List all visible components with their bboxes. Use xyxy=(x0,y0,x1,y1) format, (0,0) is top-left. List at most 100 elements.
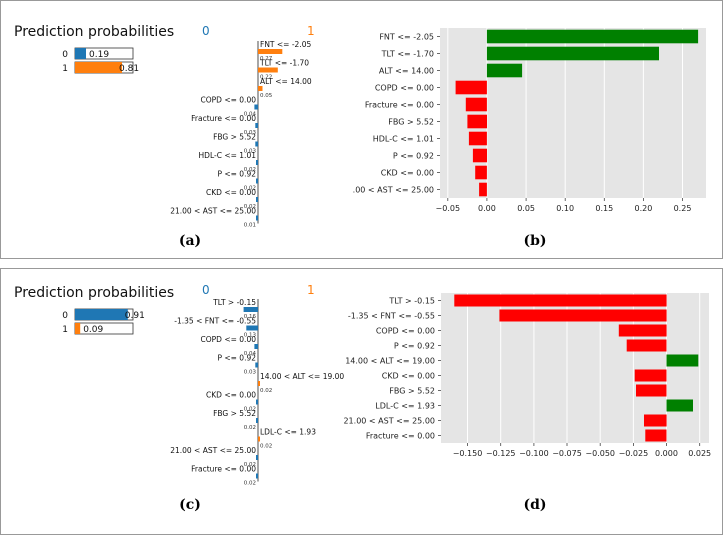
b-bar xyxy=(486,46,659,61)
d-y-tick-label: 21.00 < AST <= 25.00 xyxy=(343,417,435,426)
c-feature-label: COPD <= 0.00 xyxy=(201,335,257,344)
a-feature-weight: 0.04 xyxy=(244,112,257,118)
b-bar xyxy=(468,131,487,146)
d-y-tick-label: COPD <= 0.00 xyxy=(376,327,435,336)
c-feature-weight: 0.04 xyxy=(244,351,257,357)
c-feature-bar xyxy=(254,344,258,349)
b-bar xyxy=(465,97,487,112)
a-prob-title: Prediction probabilities xyxy=(14,24,174,40)
a-prob-value: 0.19 xyxy=(89,50,109,60)
a-feature-weight: 0.02 xyxy=(244,167,256,173)
a-feature-label: ALT <= 14.00 xyxy=(260,77,312,86)
b-bar xyxy=(472,148,487,163)
a-feature-label: Fracture <= 0.00 xyxy=(191,114,256,123)
c-feature-bar xyxy=(243,307,258,312)
a-header-class-1: 1 xyxy=(307,24,315,38)
a-prob-class-label: 1 xyxy=(62,64,68,74)
a-feature-weight: 0.03 xyxy=(244,130,257,136)
b-y-tick-label: COPD <= 0.00 xyxy=(375,84,434,93)
b-y-tick-label: HDL-C <= 1.01 xyxy=(373,135,434,144)
d-y-tick-label: P <= 0.92 xyxy=(394,342,435,351)
b-bar xyxy=(486,29,699,44)
a-feature-label: FNT <= -2.05 xyxy=(260,40,311,49)
a-feature-label: CKD <= 0.00 xyxy=(206,188,256,197)
a-prob-class-label: 0 xyxy=(62,50,68,60)
d-y-tick-label: Fracture <= 0.00 xyxy=(366,432,435,441)
c-feature-weight: 0.02 xyxy=(244,407,256,413)
d-bar xyxy=(499,309,667,322)
c-prob-bar xyxy=(75,323,81,334)
c-feature-label: CKD <= 0.00 xyxy=(206,391,256,400)
panel-label-c: (c) xyxy=(179,497,201,513)
a-feature-label: TLT <= -1.70 xyxy=(259,59,309,68)
d-y-tick-label: CKD <= 0.00 xyxy=(382,372,435,381)
d-y-tick-label: -1.35 < FNT <= -0.55 xyxy=(348,312,435,321)
b-bar xyxy=(479,182,487,197)
a-feature-bar xyxy=(258,49,283,54)
c-feature-weight: 0.03 xyxy=(244,370,257,376)
a-prob-value: 0.81 xyxy=(119,64,139,74)
b-x-tick-label: 0.15 xyxy=(595,204,613,213)
d-y-tick-label: TLT > -0.15 xyxy=(388,297,435,306)
d-bar xyxy=(634,369,667,382)
a-feature-label: 21.00 < AST <= 25.00 xyxy=(170,207,256,216)
d-bar xyxy=(636,384,667,397)
a-feature-weight: 0.03 xyxy=(244,149,257,155)
a-feature-bar xyxy=(258,67,278,73)
c-feature-bar xyxy=(258,381,260,386)
d-x-tick-label: 0.025 xyxy=(688,449,711,458)
d-x-tick-label: 0.000 xyxy=(655,449,678,458)
b-y-tick-label: P <= 0.92 xyxy=(393,152,434,161)
d-y-tick-label: 14.00 < ALT <= 19.00 xyxy=(345,357,435,366)
c-feature-bar xyxy=(255,362,258,368)
c-feature-weight: 0.02 xyxy=(244,481,256,487)
a-feature-bar xyxy=(256,197,258,202)
c-feature-weight: 0.16 xyxy=(244,314,257,320)
a-feature-label: COPD <= 0.00 xyxy=(201,96,257,105)
c-prob-class-label: 0 xyxy=(62,311,68,321)
c-feature-label: FBG > 5.52 xyxy=(213,409,256,418)
b-y-tick-label: FNT <= -2.05 xyxy=(379,33,434,42)
c-header-class-1: 1 xyxy=(307,283,315,297)
b-x-tick-label: 0.05 xyxy=(517,204,535,213)
c-feature-bar xyxy=(246,325,258,331)
a-feature-bar xyxy=(258,86,263,91)
b-y-tick-label: CKD <= 0.00 xyxy=(381,169,434,178)
a-feature-weight: 0.27 xyxy=(260,56,273,62)
c-feature-weight: 0.13 xyxy=(244,333,257,339)
a-feature-label: P <= 0.92 xyxy=(217,170,256,179)
d-x-tick-label: −0.100 xyxy=(519,449,549,458)
c-prob-value: 0.09 xyxy=(83,325,103,335)
c-prob-title: Prediction probabilities xyxy=(14,285,174,301)
b-y-tick-label: .00 < AST <= 25.00 xyxy=(353,186,434,195)
d-x-tick-label: −0.125 xyxy=(486,449,516,458)
d-x-tick-label: −0.150 xyxy=(453,449,483,458)
b-x-tick-label: 0.25 xyxy=(674,204,692,213)
a-feature-bar xyxy=(254,104,258,110)
c-feature-label: 14.00 < ALT <= 19.00 xyxy=(260,372,344,381)
d-x-tick-label: −0.075 xyxy=(552,449,582,458)
c-feature-label: LDL-C <= 1.93 xyxy=(260,428,316,437)
b-y-tick-label: Fracture <= 0.00 xyxy=(365,101,434,110)
c-feature-bar xyxy=(256,455,258,460)
c-feature-bar xyxy=(256,473,258,479)
c-header-class-0: 0 xyxy=(202,283,210,297)
c-feature-weight: 0.02 xyxy=(260,388,272,394)
a-feature-weight: 0.02 xyxy=(244,204,256,210)
c-feature-label: TLT > -0.15 xyxy=(212,298,256,307)
d-x-tick-label: −0.050 xyxy=(585,449,615,458)
c-feature-label: P <= 0.92 xyxy=(217,354,256,363)
a-header-class-0: 0 xyxy=(202,24,210,38)
b-bar xyxy=(467,114,487,129)
a-feature-bar xyxy=(255,141,258,147)
d-bar xyxy=(626,339,667,352)
d-bar xyxy=(645,429,667,442)
b-y-tick-label: ALT <= 14.00 xyxy=(379,67,434,76)
c-prob-bar xyxy=(75,309,128,320)
b-bar xyxy=(455,80,487,95)
d-bar xyxy=(644,414,667,427)
d-x-tick-label: −0.025 xyxy=(619,449,649,458)
a-feature-bar xyxy=(256,178,258,184)
a-prob-bar xyxy=(75,62,122,73)
c-feature-label: -1.35 < FNT <= -0.55 xyxy=(174,317,256,326)
